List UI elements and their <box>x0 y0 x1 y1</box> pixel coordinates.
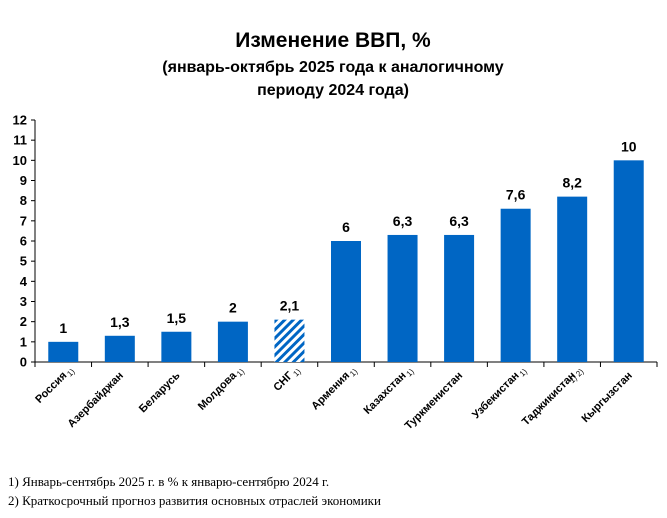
bar-3 <box>217 321 248 362</box>
value-label-7: 6,3 <box>449 213 469 229</box>
chart-bars <box>48 160 644 362</box>
y-tick-label: 12 <box>13 113 27 128</box>
value-label-2: 1,5 <box>167 310 187 326</box>
y-tick-label: 9 <box>20 173 27 188</box>
gdp-bar-chart: Изменение ВВП, % (январь-октябрь 2025 го… <box>13 29 658 433</box>
category-label-8: Узбекистан <box>470 370 522 422</box>
y-tick-label: 8 <box>20 193 27 208</box>
footnote-1: 1) Январь-сентябрь 2025 г. в % к январю-… <box>8 474 330 489</box>
value-label-4: 2,1 <box>280 298 300 314</box>
bar-5 <box>331 241 361 362</box>
category-note-5: 1) <box>348 367 360 379</box>
y-tick-label: 7 <box>20 213 27 228</box>
category-note-9: 1) 2) <box>568 367 586 385</box>
category-label-2: Беларусь <box>137 369 183 415</box>
category-label-3: Молдова <box>196 369 240 413</box>
chart-title: Изменение ВВП, % <box>235 29 431 52</box>
chart-subtitle-line2: периоду 2024 года) <box>257 82 409 99</box>
category-note-4: 1) <box>291 367 303 379</box>
bar-9 <box>557 196 588 362</box>
chart-subtitle-line1: (январь-октябрь 2025 года к аналогичному <box>162 59 504 76</box>
y-tick-label: 0 <box>20 355 27 370</box>
y-tick-label: 5 <box>20 254 27 269</box>
footnote-2: 2) Краткосрочный прогноз развития основн… <box>8 493 381 508</box>
category-label-0: Россия <box>33 370 69 406</box>
value-label-10: 10 <box>621 138 637 154</box>
bar-2 <box>161 331 192 362</box>
bar-10 <box>613 160 644 362</box>
y-tick-label: 4 <box>20 274 28 289</box>
category-note-3: 1) <box>235 367 247 379</box>
category-note-0: 1) <box>65 367 77 379</box>
value-label-3: 2 <box>229 300 237 316</box>
bar-8 <box>500 208 531 362</box>
y-tick-label: 3 <box>20 294 27 309</box>
category-label-1: Азербайджан <box>66 370 126 430</box>
bar-7 <box>444 234 475 362</box>
bar-6 <box>387 234 418 362</box>
category-note-6: 1) <box>405 367 417 379</box>
y-tick-label: 1 <box>20 334 27 349</box>
value-label-1: 1,3 <box>110 314 130 330</box>
y-tick-label: 6 <box>20 234 27 249</box>
y-tick-label: 2 <box>20 314 27 329</box>
y-tick-label: 11 <box>13 133 27 148</box>
category-label-5: Армения <box>309 370 352 413</box>
category-label-7: Туркменистан <box>403 370 466 433</box>
value-label-5: 6 <box>342 219 350 235</box>
category-note-8: 1) <box>518 367 530 379</box>
bar-4 <box>274 319 305 362</box>
y-tick-label: 10 <box>13 153 27 168</box>
value-label-0: 1 <box>59 320 67 336</box>
value-label-8: 7,6 <box>506 187 526 203</box>
category-label-6: Казахстан <box>362 370 409 417</box>
value-label-9: 8,2 <box>562 175 582 191</box>
bar-0 <box>48 341 79 362</box>
bar-1 <box>104 335 135 362</box>
category-label-10: Кыргызстан <box>580 370 635 425</box>
value-label-6: 6,3 <box>393 213 413 229</box>
